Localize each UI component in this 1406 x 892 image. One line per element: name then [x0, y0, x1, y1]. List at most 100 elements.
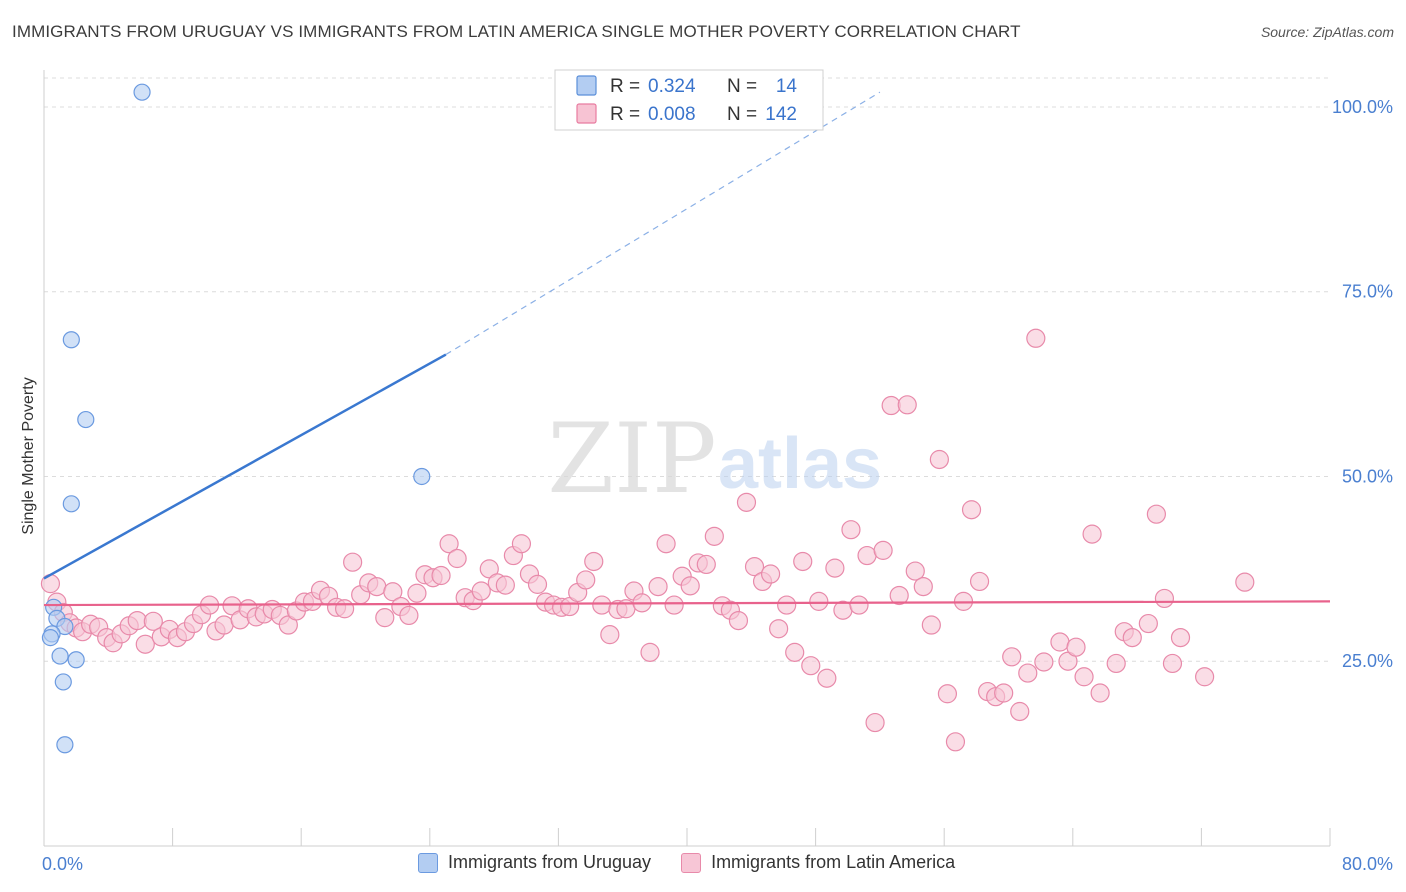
y-tick-label: 100.0%	[1332, 97, 1393, 117]
y-axis-label: Single Mother Poverty	[20, 377, 37, 534]
point-latin-america	[889, 585, 909, 606]
point-latin-america	[897, 395, 917, 415]
series-uruguay-points	[41, 83, 431, 754]
point-latin-america	[913, 576, 933, 597]
point-uruguay	[62, 495, 80, 513]
point-latin-america	[704, 526, 724, 546]
stats-n-label: N =	[727, 76, 757, 97]
point-uruguay	[41, 628, 60, 647]
point-latin-america	[929, 449, 949, 470]
point-latin-america	[648, 576, 668, 597]
point-latin-america	[793, 551, 813, 572]
point-latin-america	[527, 574, 548, 594]
point-latin-america	[447, 548, 467, 569]
point-latin-america	[383, 582, 403, 602]
point-latin-america	[857, 545, 877, 566]
stats-r-value: 0.008	[648, 104, 696, 125]
point-latin-america	[1074, 667, 1094, 687]
chart-title: IMMIGRANTS FROM URUGUAY VS IMMIGRANTS FR…	[12, 22, 1021, 41]
point-latin-america	[335, 599, 355, 619]
legend-label-latin-america: Immigrants from Latin America	[711, 852, 956, 872]
point-latin-america	[135, 634, 155, 654]
point-latin-america	[375, 608, 395, 628]
point-latin-america	[214, 615, 234, 635]
point-latin-america	[801, 656, 821, 676]
point-latin-america	[1090, 683, 1110, 703]
point-latin-america	[471, 581, 491, 601]
point-latin-america	[1154, 588, 1175, 609]
point-latin-america	[399, 605, 419, 626]
point-uruguay	[56, 736, 74, 754]
point-latin-america	[937, 684, 958, 704]
point-latin-america	[1018, 663, 1038, 683]
watermark-atlas: atlas	[718, 424, 882, 504]
point-latin-america	[1082, 524, 1102, 544]
legend: Immigrants from Uruguay Immigrants from …	[418, 852, 955, 873]
point-latin-america	[905, 561, 925, 581]
point-latin-america	[640, 642, 660, 662]
point-latin-america	[945, 732, 966, 752]
point-latin-america	[777, 595, 797, 615]
point-latin-america	[1106, 653, 1126, 674]
point-latin-america	[994, 683, 1014, 703]
stats-swatch	[576, 103, 597, 124]
point-latin-america	[343, 552, 363, 572]
point-latin-america	[407, 583, 427, 603]
point-latin-america	[849, 595, 869, 615]
legend-item-uruguay: Immigrants from Uruguay	[418, 852, 651, 873]
point-latin-america	[760, 564, 781, 584]
legend-swatch-latin-america	[681, 852, 702, 873]
stats-swatch	[576, 75, 597, 96]
point-latin-america	[511, 534, 532, 554]
stats-box: R = 0.324 N = 14 R = 0.008 N = 142	[554, 69, 824, 131]
point-latin-america	[1002, 647, 1022, 667]
point-uruguay	[51, 647, 69, 665]
point-latin-america	[1146, 504, 1166, 524]
point-uruguay	[62, 331, 80, 349]
point-latin-america	[961, 500, 982, 520]
point-latin-america	[1122, 627, 1142, 648]
point-latin-america	[664, 595, 684, 615]
point-latin-america	[1162, 653, 1183, 674]
point-latin-america	[680, 576, 700, 596]
point-latin-america	[1195, 667, 1215, 687]
trend-line-uruguay	[43, 353, 447, 580]
stats-n-value: 142	[765, 104, 797, 125]
stats-r-label: R =	[610, 76, 640, 97]
trend-lines	[43, 91, 1331, 607]
point-latin-america	[809, 591, 829, 611]
stats-n-label: N =	[727, 104, 757, 125]
point-latin-america	[656, 534, 676, 554]
legend-swatch-uruguay	[418, 852, 438, 873]
stats-r-label: R =	[610, 104, 640, 125]
point-latin-america	[1034, 652, 1054, 672]
point-uruguay	[77, 410, 95, 429]
source-label: Source: ZipAtlas.com	[1260, 24, 1394, 40]
point-uruguay	[133, 83, 151, 101]
point-latin-america	[600, 625, 620, 645]
watermark-zip: ZIP	[547, 403, 716, 515]
point-uruguay	[56, 617, 74, 636]
point-uruguay	[67, 651, 85, 669]
point-latin-america	[1050, 632, 1070, 652]
point-latin-america	[367, 576, 387, 597]
point-latin-america	[495, 575, 515, 595]
point-latin-america	[833, 600, 853, 620]
point-latin-america	[873, 540, 893, 560]
point-uruguay	[54, 673, 72, 691]
point-latin-america	[1010, 701, 1030, 722]
point-latin-america	[736, 492, 757, 512]
point-latin-america	[1138, 613, 1158, 634]
point-latin-america	[1170, 627, 1191, 648]
y-tick-label: 25.0%	[1342, 651, 1393, 671]
point-latin-america	[841, 520, 861, 540]
x-tick-label: 80.0%	[1342, 854, 1393, 874]
point-latin-america	[1066, 637, 1086, 657]
point-latin-america	[881, 395, 901, 416]
point-latin-america	[576, 570, 596, 590]
point-latin-america	[825, 558, 845, 578]
tick-labels: 25.0% 50.0% 75.0% 100.0% 0.0% 80.0%	[42, 97, 1393, 874]
point-uruguay	[413, 467, 431, 486]
stats-r-value: 0.324	[648, 76, 696, 97]
